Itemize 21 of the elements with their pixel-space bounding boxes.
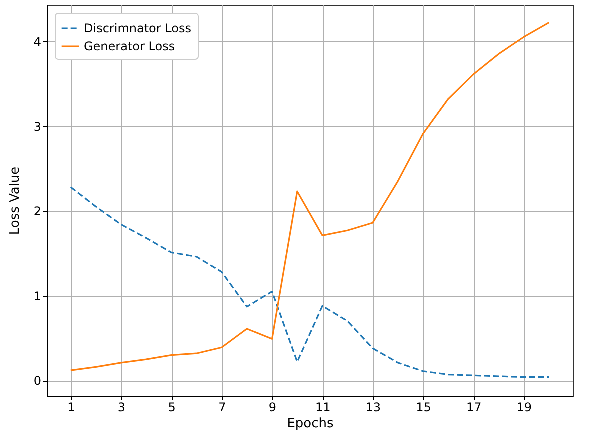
x-tick-label: 15 xyxy=(416,400,432,414)
x-tick-label: 5 xyxy=(168,400,176,414)
y-tick-label: 4 xyxy=(34,34,42,49)
y-tick-label: 2 xyxy=(34,204,42,219)
x-tick-label: 9 xyxy=(268,400,277,414)
x-tick-label: 17 xyxy=(466,400,482,414)
x-tick-label: 19 xyxy=(516,400,532,414)
y-tick-label: 0 xyxy=(34,374,42,388)
x-tick-label: 3 xyxy=(118,400,126,414)
x-tick-label: 1 xyxy=(68,400,76,414)
x-tick-label: 13 xyxy=(366,400,382,414)
x-tick-label: 11 xyxy=(315,400,331,414)
legend-label: Generator Loss xyxy=(84,40,176,54)
line-series xyxy=(70,186,550,378)
line-series xyxy=(70,22,550,372)
y-axis-title: Loss Value xyxy=(8,166,23,236)
y-tick-label: 3 xyxy=(34,120,42,134)
x-tick-label: 7 xyxy=(218,400,226,414)
x-axis-title: Epochs xyxy=(287,416,334,432)
y-tick-label: 1 xyxy=(34,289,42,304)
legend-label: Discrimnator Loss xyxy=(84,22,192,36)
